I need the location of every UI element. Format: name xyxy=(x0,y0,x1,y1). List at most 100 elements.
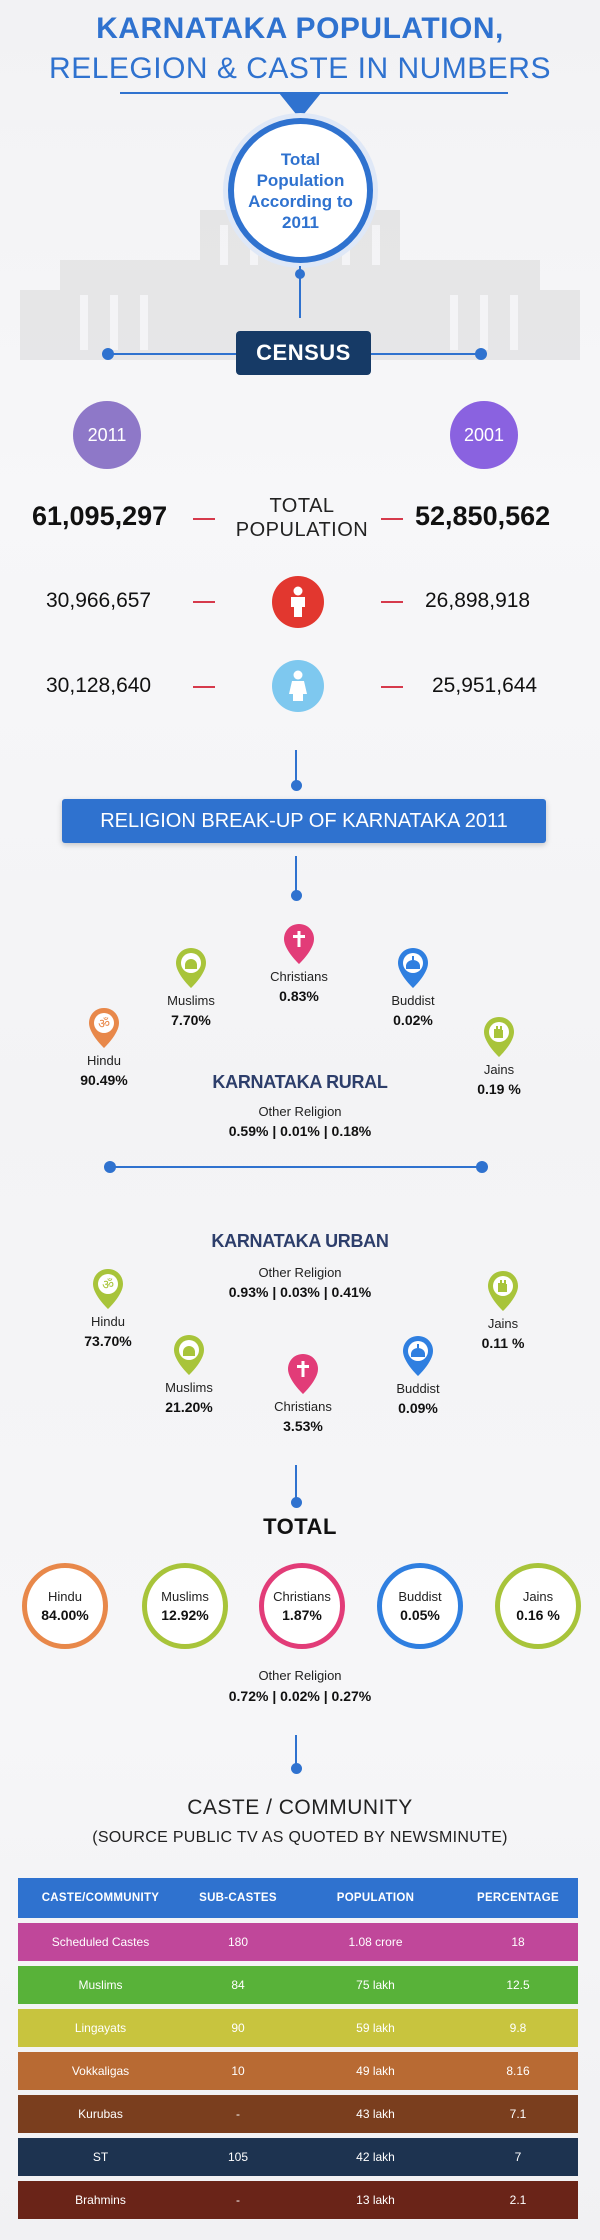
religion-pct: 7.70% xyxy=(171,1012,211,1028)
connector-line xyxy=(295,1465,297,1503)
rural-buddist: Buddist 0.02% xyxy=(358,947,468,1028)
female-2001-value: 25,951,644 xyxy=(432,674,538,697)
total-jains-ring: Jains 0.16 % xyxy=(495,1563,581,1649)
total-2011-value: 61,095,297 xyxy=(32,501,168,531)
religion-name: Muslims xyxy=(161,1589,209,1604)
table-cell-pct: 8.16 xyxy=(458,2052,578,2090)
page-title-line1: KARNATAKA POPULATION, xyxy=(96,12,504,45)
table-header-row: CASTE/COMMUNITY SUB-CASTES POPULATION PE… xyxy=(18,1878,578,1918)
divider-dot-left xyxy=(104,1161,116,1173)
connector-line xyxy=(295,1735,297,1769)
table-cell-sub: 84 xyxy=(183,1966,293,2004)
religion-pct: 0.11 % xyxy=(481,1335,525,1351)
religion-pct: 0.05% xyxy=(400,1607,440,1623)
jain-hand-icon xyxy=(488,1271,518,1311)
female-icon xyxy=(272,660,324,712)
table-cell-pct: 7 xyxy=(458,2138,578,2176)
religion-name: Christians xyxy=(270,969,328,984)
divider-line xyxy=(112,1166,480,1168)
religion-pct: 0.02% xyxy=(393,1012,433,1028)
religion-name: Muslims xyxy=(165,1380,213,1395)
census-dot-left xyxy=(102,348,114,360)
table-cell-pop: 75 lakh xyxy=(293,1966,458,2004)
om-icon: ॐ xyxy=(89,1008,119,1048)
connector-dot xyxy=(291,1497,302,1508)
column-header: CASTE/COMMUNITY xyxy=(18,1878,183,1918)
table-cell-sub: 90 xyxy=(183,2009,293,2047)
table-cell-pct: 2.1 xyxy=(458,2181,578,2219)
rural-other-label: Other Religion xyxy=(258,1104,342,1119)
urban-hindu: ॐ Hindu 73.70% xyxy=(53,1268,163,1349)
table-cell-pct: 9.8 xyxy=(458,2009,578,2047)
table-cell-pct: 12.5 xyxy=(458,1966,578,2004)
census-label: CENSUS xyxy=(236,331,371,375)
religion-pct: 3.53% xyxy=(283,1418,323,1434)
table-row: Scheduled Castes 180 1.08 crore 18 xyxy=(18,1923,578,1961)
total-population-badge: Total Population According to 2011 xyxy=(228,118,373,263)
table-cell-pop: 42 lakh xyxy=(293,2138,458,2176)
connector-dot-top xyxy=(295,269,305,279)
table-cell-pop: 59 lakh xyxy=(293,2009,458,2047)
dash xyxy=(193,518,215,520)
table-cell-name: Brahmins xyxy=(18,2181,183,2219)
census-line-right xyxy=(371,353,481,355)
connector-dot xyxy=(291,780,302,791)
total-muslims-ring: Muslims 12.92% xyxy=(142,1563,228,1649)
total-buddist-ring: Buddist 0.05% xyxy=(377,1563,463,1649)
cross-icon xyxy=(284,924,314,964)
caste-table: CASTE/COMMUNITY SUB-CASTES POPULATION PE… xyxy=(18,1873,578,2224)
table-cell-pct: 7.1 xyxy=(458,2095,578,2133)
total-population-label: TOTAL POPULATION xyxy=(235,495,369,541)
urban-title: KARNATAKA URBAN xyxy=(211,1231,389,1251)
table-cell-name: Kurubas xyxy=(18,2095,183,2133)
table-cell-sub: 10 xyxy=(183,2052,293,2090)
year-2011-badge: 2011 xyxy=(73,401,141,469)
religion-pct: 73.70% xyxy=(84,1333,132,1349)
table-cell-name: Scheduled Castes xyxy=(18,1923,183,1961)
table-cell-sub: - xyxy=(183,2181,293,2219)
religion-name: Jains xyxy=(487,1316,519,1331)
rural-title: KARNATAKA RURAL xyxy=(212,1072,388,1092)
total-population-badge-text: Total Population According to 2011 xyxy=(248,149,353,232)
mosque-icon xyxy=(176,948,206,988)
religion-name: Jains xyxy=(522,1589,554,1604)
page-title-line2: RELEGION & CASTE IN NUMBERS xyxy=(49,52,551,85)
dash xyxy=(381,686,403,688)
religion-pct: 84.00% xyxy=(41,1607,89,1623)
total-title: TOTAL xyxy=(263,1514,337,1539)
rural-jains: Jains 0.19 % xyxy=(444,1016,554,1097)
total-christians-ring: Christians 1.87% xyxy=(259,1563,345,1649)
column-header: PERCENTAGE xyxy=(458,1878,578,1918)
table-row: Brahmins -13 lakh 2.1 xyxy=(18,2181,578,2219)
connector-line xyxy=(299,266,301,318)
religion-name: Christians xyxy=(274,1399,332,1414)
svg-text:ॐ: ॐ xyxy=(98,1017,110,1032)
table-cell-pop: 1.08 crore xyxy=(293,1923,458,1961)
table-cell-pct: 18 xyxy=(458,1923,578,1961)
religion-name: Buddist xyxy=(396,1381,440,1396)
column-header: SUB-CASTES xyxy=(183,1878,293,1918)
urban-buddist: Buddist 0.09% xyxy=(363,1335,473,1416)
rural-muslims: Muslims 7.70% xyxy=(136,947,246,1028)
religion-pct: 0.16 % xyxy=(516,1607,560,1623)
religion-name: Buddist xyxy=(391,993,435,1008)
om-icon: ॐ xyxy=(93,1269,123,1309)
table-cell-pop: 49 lakh xyxy=(293,2052,458,2090)
female-2011-value: 30,128,640 xyxy=(46,674,152,697)
religion-pct: 0.83% xyxy=(279,988,319,1004)
caste-title: CASTE / COMMUNITY xyxy=(187,1796,413,1819)
total-other-label: Other Religion xyxy=(258,1668,342,1683)
total-hindu-ring: Hindu 84.00% xyxy=(22,1563,108,1649)
table-cell-name: Vokkaligas xyxy=(18,2052,183,2090)
year-2001-badge: 2001 xyxy=(450,401,518,469)
census-line-left xyxy=(108,353,236,355)
divider-dot-right xyxy=(476,1161,488,1173)
table-row: Muslims 84 75 lakh 12.5 xyxy=(18,1966,578,2004)
urban-other-label: Other Religion xyxy=(258,1265,342,1280)
table-cell-name: ST xyxy=(18,2138,183,2176)
urban-jains: Jains 0.11 % xyxy=(448,1270,558,1351)
table-row: Vokkaligas 10 49 lakh 8.16 xyxy=(18,2052,578,2090)
connector-dot xyxy=(291,890,302,901)
total-2001-value: 52,850,562 xyxy=(415,501,551,531)
stupa-icon xyxy=(403,1336,433,1376)
